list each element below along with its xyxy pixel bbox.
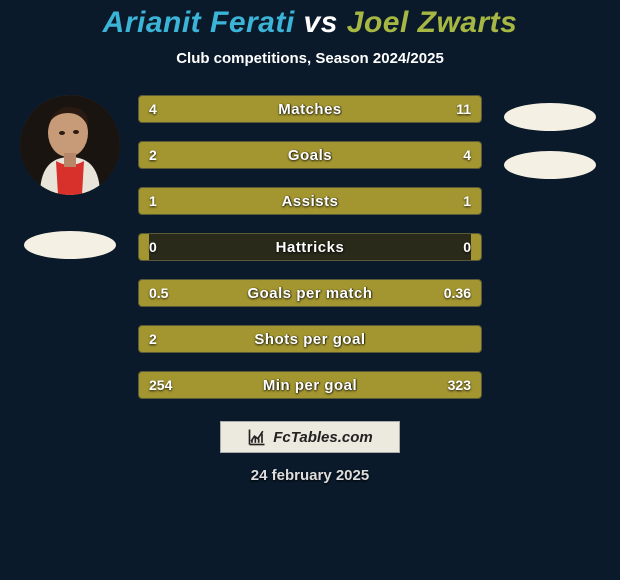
date: 24 february 2025 [251,467,369,484]
stat-label: Shots per goal [139,326,481,352]
title-player1: Arianit Ferati [103,6,295,39]
title-player2: Joel Zwarts [347,6,518,39]
title: Arianit Ferati vs Joel Zwarts [103,6,518,40]
subtitle: Club competitions, Season 2024/2025 [176,50,444,67]
player1-avatar [20,95,120,195]
stat-label: Matches [139,96,481,122]
stat-label: Goals [139,142,481,168]
player1-club-badge [24,231,116,259]
stat-label: Min per goal [139,372,481,398]
footer-logo: FcTables.com [220,421,400,453]
stat-bars: 411Matches 24Goals 11Assists 00Hattricks 0.5… [138,95,482,399]
root: Arianit Ferati vs Joel Zwarts Club compe… [0,0,620,580]
stat-row: 2Shots per goal [138,325,482,353]
chart-icon [247,427,267,447]
stat-row: 11Assists [138,187,482,215]
stat-row: 00Hattricks [138,233,482,261]
player1-column [20,95,120,259]
stat-label: Goals per match [139,280,481,306]
player2-column [500,95,600,179]
player2-club-badge-1 [504,103,596,131]
stat-label: Hattricks [139,234,481,260]
footer-site: FcTables.com [273,429,372,446]
content-row: 411Matches 24Goals 11Assists 00Hattricks 0.5… [0,95,620,399]
stat-label: Assists [139,188,481,214]
title-vs: vs [304,6,338,39]
stat-row: 411Matches [138,95,482,123]
stat-row: 254323Min per goal [138,371,482,399]
player2-club-badge-2 [504,151,596,179]
stat-row: 24Goals [138,141,482,169]
stat-row: 0.50.36Goals per match [138,279,482,307]
